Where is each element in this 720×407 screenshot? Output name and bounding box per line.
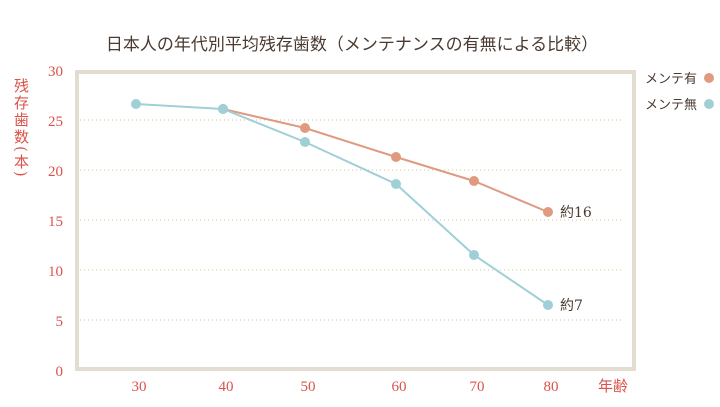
x-axis-label: 年齢 xyxy=(598,378,628,395)
data-point xyxy=(543,207,553,217)
data-point xyxy=(469,250,479,260)
legend-label: メンテ無 xyxy=(645,98,697,113)
series-line xyxy=(222,108,549,213)
data-point xyxy=(131,99,141,109)
chart-title: 日本人の年代別平均残存歯数（メンテナンスの有無による比較） xyxy=(106,35,598,55)
x-tick-label: 80 xyxy=(544,379,559,395)
data-point xyxy=(469,176,479,186)
y-tick-label: 5 xyxy=(56,314,64,330)
end-label: 約16 xyxy=(560,205,592,221)
data-point xyxy=(543,300,553,310)
y-tick-label: 15 xyxy=(48,214,63,230)
series-line xyxy=(135,103,549,306)
end-label: 約7 xyxy=(560,298,583,314)
plot-frame xyxy=(75,70,636,371)
data-point xyxy=(391,152,401,162)
y-tick-label: 25 xyxy=(48,114,63,130)
x-tick-label: 60 xyxy=(392,379,407,395)
data-point xyxy=(391,179,401,189)
x-tick-label: 40 xyxy=(219,379,234,395)
x-tick-label: 50 xyxy=(301,379,316,395)
data-point xyxy=(218,104,228,114)
y-axis-label: 残存歯数(本) xyxy=(12,78,30,179)
y-tick-label: 30 xyxy=(48,64,63,80)
y-tick-label: 20 xyxy=(48,164,63,180)
y-tick-label: 10 xyxy=(48,264,63,280)
data-point xyxy=(300,123,310,133)
legend-marker xyxy=(704,99,714,109)
y-tick-label: 0 xyxy=(56,364,64,380)
data-point xyxy=(300,137,310,147)
x-tick-label: 30 xyxy=(132,379,147,395)
x-tick-label: 70 xyxy=(470,379,485,395)
legend-marker xyxy=(704,73,714,83)
legend-label: メンテ有 xyxy=(645,72,697,87)
